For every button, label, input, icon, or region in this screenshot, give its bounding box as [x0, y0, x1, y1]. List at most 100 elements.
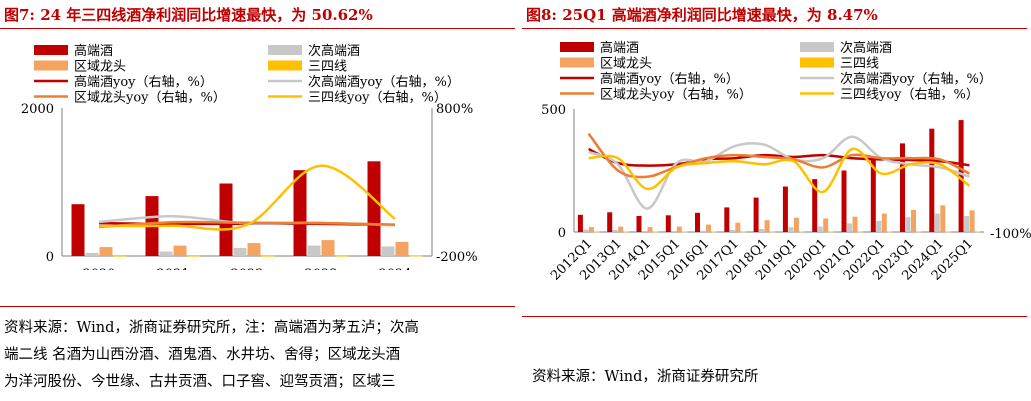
bar — [735, 222, 741, 232]
y2-tick-label: 800% — [436, 102, 473, 117]
legend-label: 三四线yoy（右轴，%） — [308, 91, 447, 106]
bar — [577, 214, 583, 232]
bar — [71, 204, 85, 256]
bar — [847, 223, 852, 232]
source-note: 资料来源：Wind，浙商证券研究所 — [532, 369, 759, 385]
bar — [665, 215, 671, 232]
bar — [367, 161, 381, 256]
bar — [307, 245, 321, 256]
y-tick-label: 500 — [541, 103, 566, 118]
bar — [187, 255, 201, 257]
bar — [916, 231, 922, 233]
legend-label: 次高端酒 — [308, 43, 360, 59]
source-line: 资料来源：Wind，浙商证券研究所，注：高端酒为茅五泸；次高 — [4, 320, 419, 336]
bar — [261, 255, 275, 257]
bar — [682, 231, 688, 233]
bar — [706, 224, 711, 232]
y-tick-label: 0 — [46, 250, 54, 265]
bar — [219, 183, 233, 256]
bar — [676, 226, 682, 232]
bar — [788, 227, 794, 232]
legend-label: 区域龙头 — [600, 57, 652, 72]
legend-label: 高端酒yoy（右轴，%） — [600, 71, 739, 87]
bar — [636, 216, 642, 232]
bar — [870, 158, 876, 232]
legend-swatch — [34, 60, 68, 71]
series-line — [98, 164, 396, 231]
bar — [724, 207, 730, 232]
bar — [607, 212, 613, 232]
legend-label: 区域龙头 — [74, 60, 126, 75]
bar — [247, 243, 261, 256]
legend-label: 三四线yoy（右轴，%） — [840, 88, 979, 103]
bar — [594, 231, 600, 233]
bar — [753, 197, 759, 232]
series-line — [587, 132, 970, 179]
legend-label: 高端酒 — [74, 43, 113, 59]
figure-8-panel: 图8: 25Q1 高端酒净利润同比增速最快，为 8.47% 高端酒 次高端酒 区域龙… — [522, 0, 1031, 401]
bar — [934, 213, 940, 232]
bar — [642, 231, 647, 232]
bar — [113, 255, 127, 257]
bar — [409, 255, 423, 257]
source-line: 端二线 名酒为山西汾酒、酒鬼酒、水井坊、舍得；区域龙头酒 — [4, 347, 401, 363]
bar — [764, 220, 770, 232]
legend-label: 次高端酒yoy（右轴，%） — [840, 71, 992, 87]
bar — [881, 213, 887, 232]
bar — [612, 230, 618, 232]
bar — [929, 128, 935, 232]
figure-7-panel: 图7: 24 年三四线酒净利润同比增速最快，为 50.62% 高端酒 次高端酒 区域… — [0, 0, 515, 401]
bar — [583, 229, 589, 232]
bar — [975, 231, 981, 233]
bar — [729, 230, 735, 232]
series-line — [98, 220, 396, 229]
y2-tick-label: -100% — [990, 227, 1031, 242]
legend-label: 区域龙头yoy（右轴，%） — [600, 88, 752, 103]
y-tick-label: 2000 — [21, 102, 54, 117]
x-tick-label: 2022 — [230, 267, 263, 270]
x-tick-label: 2024 — [378, 267, 411, 270]
bar — [647, 227, 653, 232]
bar — [321, 240, 335, 256]
legend-swatch — [800, 42, 834, 52]
bar — [828, 231, 834, 233]
bar — [381, 246, 395, 256]
bar — [770, 231, 776, 233]
source-rule — [522, 316, 1027, 317]
bar — [395, 241, 409, 256]
bar — [823, 218, 829, 232]
bar — [799, 231, 805, 233]
bar — [618, 226, 624, 232]
bar — [900, 143, 905, 232]
title-rule — [522, 28, 1027, 29]
bar — [173, 245, 187, 256]
bar — [740, 231, 746, 233]
legend-label: 三四线 — [840, 57, 879, 72]
legend-swatch — [560, 42, 594, 52]
x-tick-label: 2023 — [304, 267, 337, 270]
bar — [711, 231, 717, 233]
bar — [695, 212, 700, 232]
bar — [817, 226, 823, 232]
bar — [876, 220, 882, 232]
source-line: 为洋河股份、今世缘、古井贡酒、口子窖、迎驾贡酒；区域三 — [4, 374, 396, 390]
legend-swatch — [560, 57, 594, 68]
bar — [852, 216, 858, 232]
source-note: 资料来源：Wind，浙商证券研究所，注：高端酒为茅五泸；次高 端二线 名酒为山西… — [4, 315, 512, 396]
legend-swatch — [800, 57, 834, 68]
legend-label: 三四线 — [308, 60, 347, 75]
series-line — [588, 147, 971, 194]
bar — [159, 251, 173, 256]
bar — [782, 186, 788, 232]
bar — [671, 231, 677, 232]
bar — [940, 205, 946, 232]
bar — [945, 231, 951, 233]
series-line — [588, 147, 970, 167]
y2-tick-label: -200% — [436, 250, 478, 265]
bar — [653, 231, 658, 233]
bar — [293, 170, 307, 256]
y-tick-label: 0 — [558, 226, 566, 241]
bar — [958, 120, 964, 232]
source-rule — [0, 306, 515, 307]
